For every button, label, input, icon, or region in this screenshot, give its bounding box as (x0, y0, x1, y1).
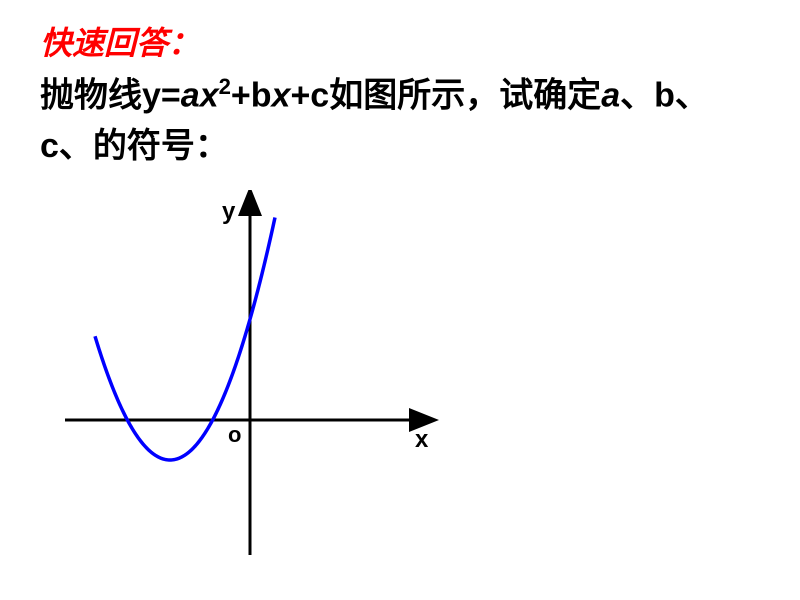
y-axis-label: y (222, 198, 235, 226)
origin-label: o (228, 422, 241, 448)
parabola-chart: y x o (60, 190, 440, 565)
header-text: 快速回答： (40, 25, 200, 61)
quick-answer-header: 快速回答： (40, 18, 200, 64)
q-a: a (181, 76, 200, 114)
q-c2: c (40, 127, 59, 165)
q-b2: b (654, 76, 675, 114)
q-x1: x (272, 76, 291, 114)
chart-svg (60, 190, 440, 560)
q-plusbx: +b (231, 76, 272, 114)
q-tail: 、的符号： (59, 127, 229, 165)
q-a2: a (601, 76, 620, 114)
question-text: 抛物线y=ax2+bx+c如图所示，试确定a、b、c、的符号： (40, 70, 760, 172)
q-sup: 2 (219, 74, 231, 99)
q-sep2: 、 (675, 76, 709, 114)
q-x2: x (200, 76, 219, 114)
q-sep1: 、 (620, 76, 654, 114)
q-plusc: +c如图所示，试确定 (290, 76, 601, 114)
x-axis-label: x (415, 426, 428, 454)
q-prefix: 抛物线y= (40, 76, 181, 114)
